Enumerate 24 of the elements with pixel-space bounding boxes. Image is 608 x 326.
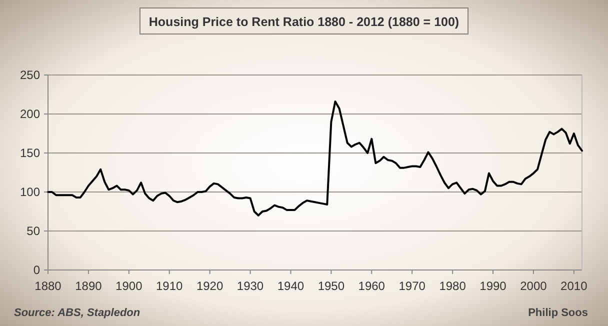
x-tick-label: 1910: [156, 279, 184, 293]
text: Philip Soos: [528, 307, 588, 319]
x-tick-label: 1900: [116, 279, 143, 293]
y-tick-label: 150: [20, 146, 40, 160]
x-tick-label: 1960: [358, 279, 386, 293]
chart-title: Housing Price to Rent Ratio 1880 - 2012 (1880 = 100): [148, 15, 460, 29]
x-tick-label: 1990: [480, 279, 507, 293]
x-tick-label: 1930: [236, 279, 264, 293]
x-tick-label: 1920: [196, 279, 224, 293]
y-tick-label: 0: [33, 263, 40, 277]
y-tick-label: 100: [20, 185, 40, 199]
x-tick-label: 1940: [277, 279, 304, 293]
y-tick-label: 50: [26, 224, 40, 238]
x-tick-label: 1980: [439, 279, 466, 293]
x-tick-label: 1970: [398, 279, 426, 293]
line-series: [47, 100, 583, 216]
x-tick-label: 1890: [75, 279, 102, 293]
x-tick-label: 1880: [34, 279, 62, 293]
x-tick-label: 1950: [318, 279, 345, 293]
source-note: Source: ABS, Stapledon: [14, 307, 140, 319]
y-tick-label: 250: [20, 68, 40, 82]
y-tick-label: 200: [20, 107, 40, 121]
x-tick-label: 2010: [560, 279, 588, 293]
x-tick-label: 2000: [520, 279, 548, 293]
